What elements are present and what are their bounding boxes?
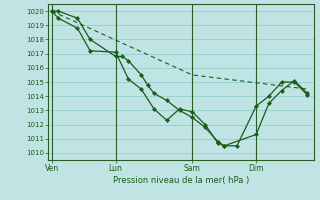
X-axis label: Pression niveau de la mer( hPa ): Pression niveau de la mer( hPa ) [113,176,249,185]
